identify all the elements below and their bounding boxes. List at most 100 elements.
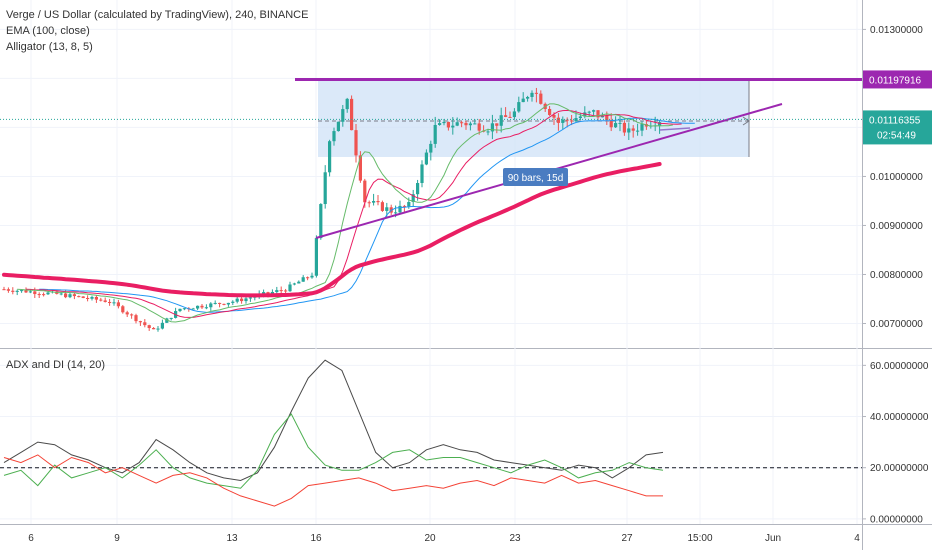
candle-body	[468, 123, 472, 126]
candle-body	[411, 194, 415, 203]
candle-body	[37, 294, 41, 296]
candle-body	[77, 296, 81, 298]
candle-body	[240, 298, 244, 302]
candle-body	[323, 172, 327, 205]
candle-body	[460, 122, 464, 124]
candle-body	[618, 122, 622, 124]
candle-body	[244, 298, 248, 302]
candle-body	[627, 128, 631, 133]
ema-legend[interactable]: EMA (100, close)	[6, 25, 90, 37]
candle-body	[517, 102, 521, 112]
adx-tick-label: 40.00000000	[870, 412, 929, 423]
candle-body	[191, 308, 195, 310]
candle-body	[301, 277, 305, 282]
candle-body	[165, 318, 169, 323]
candle-body	[134, 315, 138, 322]
candle-body	[336, 121, 340, 132]
candle-body	[328, 141, 332, 173]
candle-body	[451, 125, 455, 128]
candle-body	[103, 300, 107, 302]
candle-body	[367, 202, 371, 204]
candle-body	[125, 312, 129, 315]
candle-body	[275, 290, 279, 292]
candle-body	[94, 296, 98, 300]
alligator-teeth-line	[25, 109, 682, 318]
candle-body	[332, 131, 336, 142]
candle-body	[508, 116, 512, 118]
price-axis[interactable]: 0.013000000.012000000.011000000.01000000…	[862, 25, 929, 525]
last-price-label: 0.01116355	[869, 115, 921, 126]
price-tick-label: 0.00700000	[870, 319, 923, 330]
candle-body	[407, 202, 411, 207]
candle-body	[231, 301, 235, 303]
range-label-box	[503, 168, 568, 186]
candle-body	[420, 164, 424, 184]
candle-body	[473, 123, 477, 125]
candle-body	[196, 305, 200, 309]
candle-body	[499, 115, 503, 126]
time-axis[interactable]: 6 9 13 16 20 23 27 15:00 Jun 4	[28, 533, 860, 544]
last-price-tag	[863, 110, 932, 145]
candle-body	[464, 122, 468, 126]
drawings[interactable]: 90 bars, 15d	[295, 77, 862, 239]
candle-body	[209, 303, 213, 308]
candle-body	[614, 123, 618, 128]
candle-body	[20, 290, 24, 292]
adx-legend[interactable]: ADX and DI (14, 20)	[6, 359, 106, 371]
alligator-legend[interactable]: Alligator (13, 8, 5)	[6, 41, 93, 53]
candle-body	[354, 130, 358, 156]
time-tick-label: 15:00	[687, 533, 712, 544]
candle-body	[112, 302, 116, 304]
range-arrow	[742, 116, 750, 126]
candle-body	[358, 155, 362, 181]
range-fill	[318, 79, 749, 157]
alligator-lips-line	[17, 103, 673, 323]
candle-body	[266, 292, 270, 294]
adx-tick-label: 60.00000000	[870, 361, 929, 372]
candle-body	[147, 325, 151, 329]
candle-body	[222, 303, 226, 305]
candle-body	[279, 290, 283, 292]
alligator-jaw-line	[39, 117, 695, 313]
time-tick-label: 23	[509, 533, 521, 544]
candle-body	[376, 201, 380, 203]
price-tick-label: 0.00900000	[870, 221, 923, 232]
candle-body	[341, 109, 345, 122]
candle-body	[200, 305, 204, 308]
time-tick-label: 27	[621, 533, 633, 544]
candle-body	[345, 98, 349, 110]
measure-range-box	[318, 79, 750, 157]
candle-body	[121, 306, 125, 313]
candle-body	[565, 119, 569, 121]
candle-body	[424, 152, 428, 165]
candle-body	[262, 292, 266, 295]
candle-body	[592, 110, 596, 112]
candle-body	[490, 123, 494, 132]
candle-body	[363, 180, 367, 203]
candle-body	[152, 328, 156, 330]
candle-body	[372, 201, 376, 203]
candle-body	[64, 293, 68, 298]
ema-100-line	[2, 162, 662, 298]
candle-body	[72, 294, 76, 297]
candle-body	[310, 275, 314, 278]
time-tick-label: 6	[28, 533, 34, 544]
candle-body	[556, 117, 560, 123]
candle-body	[385, 207, 389, 211]
candle-body	[548, 108, 552, 115]
time-tick-label: 9	[114, 533, 120, 544]
chart-title: Verge / US Dollar (calculated by Trading…	[6, 9, 309, 21]
candle-body	[46, 292, 50, 295]
candle-body	[596, 110, 600, 118]
candle-body	[530, 92, 534, 97]
candle-body	[213, 302, 217, 304]
candle-body	[526, 96, 530, 99]
candle-body	[11, 290, 15, 292]
candle-body	[2, 289, 6, 291]
candle-body	[402, 205, 406, 207]
time-tick-label: Jun	[765, 533, 781, 544]
candle-body	[138, 321, 142, 323]
price-tick-label: 0.01000000	[870, 172, 923, 183]
price-tags: 0.01197916 0.01116355 02:54:49	[0, 70, 932, 145]
